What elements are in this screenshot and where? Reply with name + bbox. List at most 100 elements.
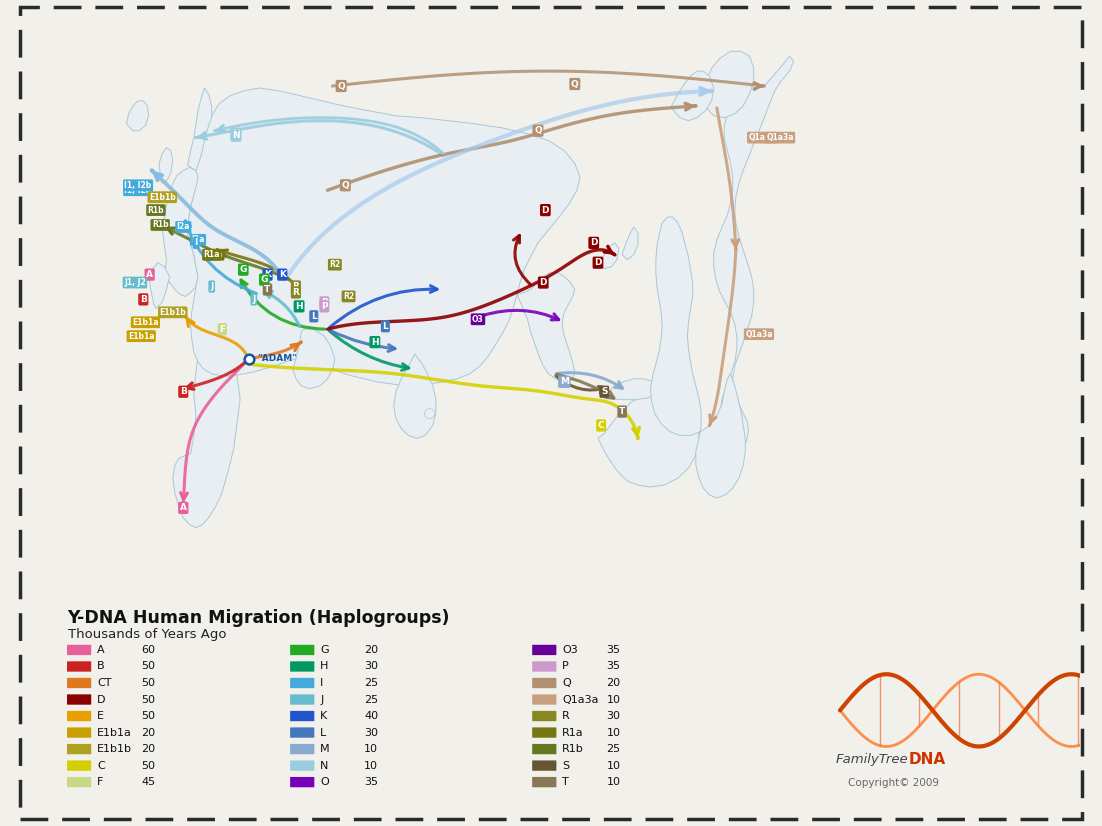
FancyBboxPatch shape	[290, 711, 314, 721]
Text: "ADAM": "ADAM"	[257, 354, 296, 363]
Text: K: K	[279, 270, 285, 279]
Text: I: I	[194, 239, 197, 247]
FancyBboxPatch shape	[67, 678, 91, 688]
Text: E1b1b: E1b1b	[97, 744, 132, 754]
Text: 40: 40	[365, 711, 378, 721]
Text: 10: 10	[365, 761, 378, 771]
Text: 10: 10	[606, 728, 620, 738]
Polygon shape	[714, 56, 793, 455]
Text: P: P	[321, 301, 327, 311]
Text: C: C	[597, 421, 604, 430]
Text: T: T	[264, 285, 271, 294]
Text: Q: Q	[534, 126, 542, 135]
Text: N: N	[320, 761, 328, 771]
Text: F: F	[97, 777, 104, 787]
FancyBboxPatch shape	[532, 678, 557, 688]
Polygon shape	[701, 51, 754, 118]
Text: D: D	[590, 239, 597, 247]
Text: G: G	[320, 645, 328, 655]
Text: R1b: R1b	[148, 206, 164, 215]
Text: B: B	[97, 662, 105, 672]
FancyBboxPatch shape	[532, 695, 557, 705]
Text: FamilyTree: FamilyTree	[835, 753, 908, 767]
Text: 35: 35	[606, 662, 620, 672]
Text: Q1a3a: Q1a3a	[745, 330, 773, 339]
Text: R1b: R1b	[152, 221, 169, 230]
Text: J1, J2: J1, J2	[125, 278, 145, 287]
FancyBboxPatch shape	[67, 711, 91, 721]
Polygon shape	[173, 311, 240, 528]
Text: 35: 35	[606, 645, 620, 655]
Text: P: P	[562, 662, 569, 672]
Text: 30: 30	[606, 711, 620, 721]
Text: 30: 30	[365, 662, 378, 672]
Text: S: S	[562, 761, 570, 771]
Text: Q1a3a: Q1a3a	[562, 695, 598, 705]
Text: R: R	[562, 711, 570, 721]
Polygon shape	[393, 354, 436, 439]
Text: E1b1b: E1b1b	[160, 308, 186, 317]
Polygon shape	[187, 88, 580, 386]
Text: E1b1a: E1b1a	[132, 318, 159, 327]
Text: D: D	[594, 259, 602, 267]
Text: 30: 30	[365, 728, 378, 738]
Text: H: H	[320, 662, 328, 672]
Text: 20: 20	[141, 728, 155, 738]
Polygon shape	[604, 379, 659, 400]
FancyBboxPatch shape	[290, 645, 314, 655]
Text: I2a: I2a	[192, 235, 205, 244]
Text: G: G	[261, 275, 268, 284]
Text: 25: 25	[365, 695, 378, 705]
FancyBboxPatch shape	[290, 761, 314, 771]
FancyBboxPatch shape	[290, 728, 314, 738]
Text: M: M	[320, 744, 329, 754]
Polygon shape	[671, 71, 714, 121]
FancyBboxPatch shape	[532, 761, 557, 771]
FancyBboxPatch shape	[290, 662, 314, 672]
Text: A: A	[97, 645, 105, 655]
FancyBboxPatch shape	[67, 645, 91, 655]
Text: I1, I2b: I1, I2b	[125, 186, 152, 195]
Text: O3: O3	[472, 315, 484, 324]
Text: 50: 50	[141, 695, 155, 705]
Polygon shape	[601, 243, 619, 268]
Text: B: B	[140, 295, 147, 304]
Text: P: P	[321, 298, 327, 307]
Polygon shape	[650, 217, 745, 498]
Text: M: M	[560, 377, 569, 387]
Text: 50: 50	[141, 678, 155, 688]
Text: 35: 35	[365, 777, 378, 787]
Polygon shape	[598, 394, 699, 487]
Polygon shape	[127, 101, 149, 131]
Text: F: F	[219, 325, 225, 334]
Polygon shape	[150, 263, 170, 308]
Text: Q: Q	[562, 678, 571, 688]
Text: N: N	[233, 131, 240, 140]
FancyBboxPatch shape	[67, 662, 91, 672]
Text: E1b1a: E1b1a	[128, 332, 154, 340]
FancyBboxPatch shape	[532, 711, 557, 721]
Text: N: N	[233, 129, 240, 138]
Text: S: S	[601, 387, 607, 396]
FancyBboxPatch shape	[67, 728, 91, 738]
Polygon shape	[517, 273, 575, 382]
Polygon shape	[162, 168, 201, 297]
Text: 50: 50	[141, 662, 155, 672]
Text: K: K	[320, 711, 327, 721]
Polygon shape	[293, 330, 335, 389]
Text: Copyright© 2009: Copyright© 2009	[849, 777, 939, 788]
Text: R1a: R1a	[562, 728, 584, 738]
Text: B: B	[180, 387, 186, 396]
Text: L: L	[311, 311, 316, 320]
Text: E1b1b: E1b1b	[149, 192, 175, 202]
Text: Q: Q	[571, 79, 579, 88]
Text: 60: 60	[141, 645, 155, 655]
Text: L: L	[382, 321, 388, 330]
Text: 25: 25	[365, 678, 378, 688]
FancyBboxPatch shape	[290, 744, 314, 754]
Text: 50: 50	[141, 711, 155, 721]
Text: E: E	[97, 711, 104, 721]
Text: 20: 20	[141, 744, 155, 754]
Text: A: A	[180, 503, 187, 512]
Text: CT: CT	[97, 678, 111, 688]
